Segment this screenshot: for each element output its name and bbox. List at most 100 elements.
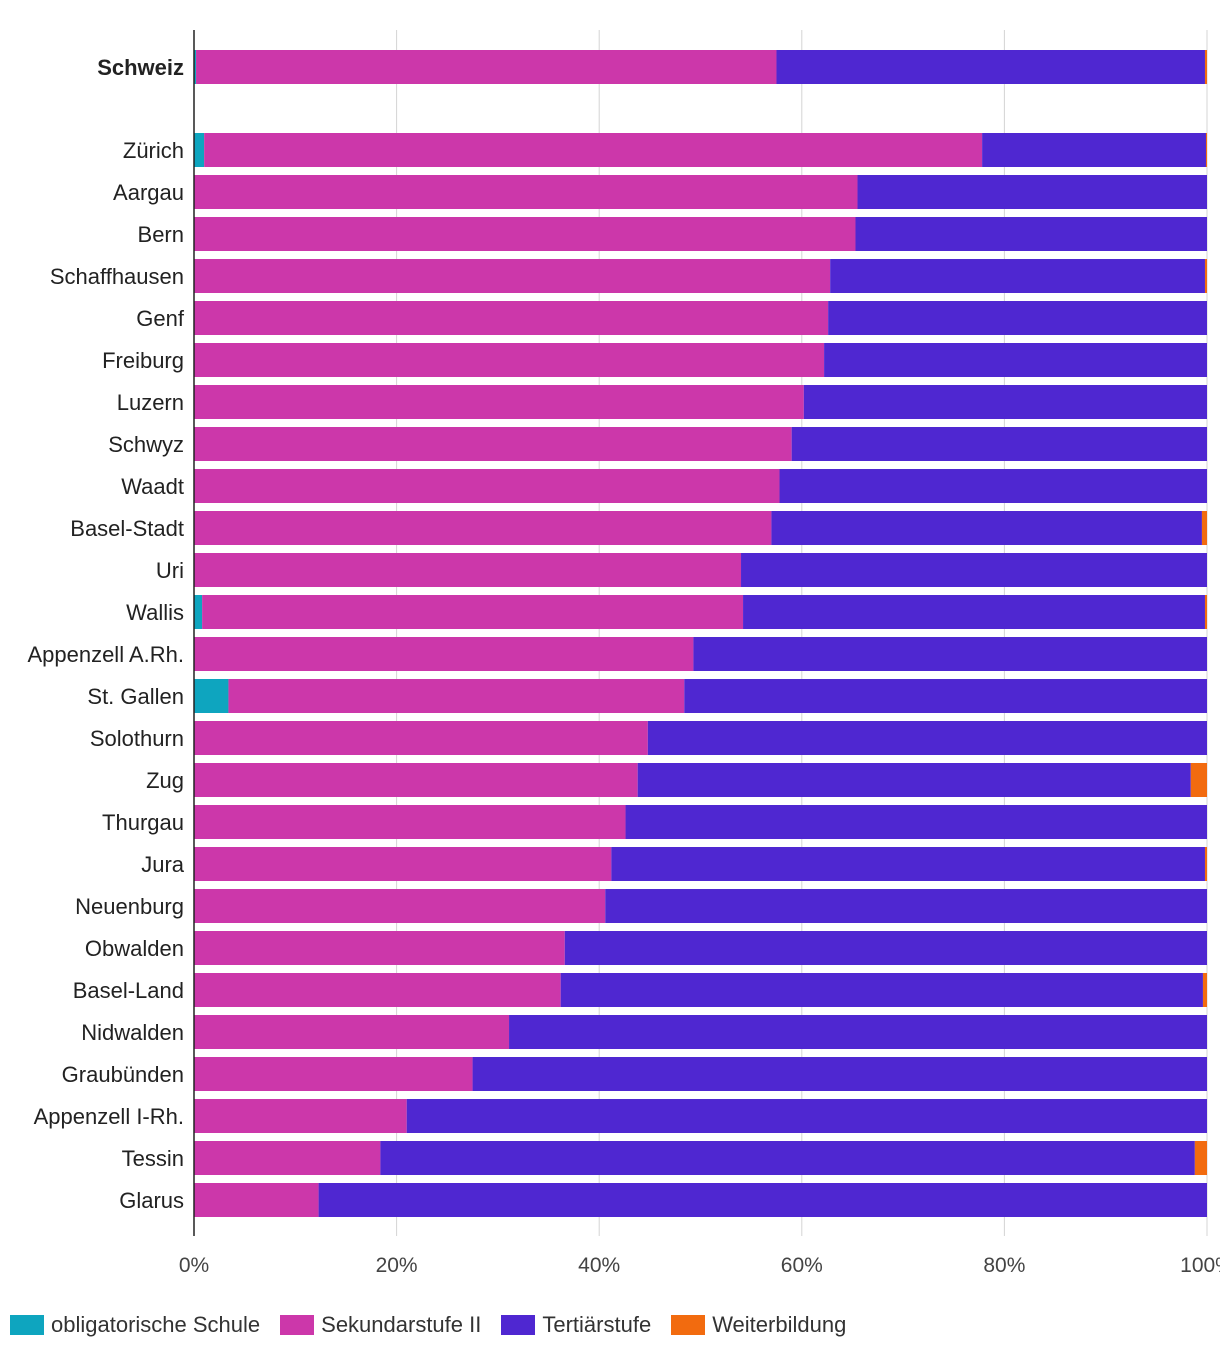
legend-label: obligatorische Schule (51, 1312, 261, 1337)
bar-segment[interactable] (509, 1015, 1208, 1049)
x-axis-ticks: 0% 20% 40% 60% 80% 100% (179, 1254, 1220, 1277)
legend-item[interactable]: Sekundarstufe II (280, 1312, 481, 1338)
bar-segment[interactable] (194, 133, 205, 167)
bar-segment[interactable] (1202, 973, 1207, 1007)
bar-segment[interactable] (194, 511, 772, 545)
category-label: Tessin (122, 1146, 184, 1171)
bar-segment[interactable] (204, 133, 983, 167)
bar-segment[interactable] (194, 259, 831, 293)
category-label: Luzern (117, 390, 184, 415)
bar-segment[interactable] (637, 763, 1191, 797)
bar-segment[interactable] (611, 847, 1205, 881)
bar-segment[interactable] (625, 805, 1207, 839)
bar-segment[interactable] (194, 1183, 319, 1217)
bar-segment[interactable] (564, 931, 1207, 965)
bar-segment[interactable] (194, 301, 829, 335)
bar-segment[interactable] (194, 385, 804, 419)
legend-item[interactable]: Weiterbildung (671, 1312, 846, 1338)
stacked-bar-chart: Schweiz Zürich Aargau Bern Schaffhausen Genf F… (27, 30, 1220, 1277)
bar-segment[interactable] (194, 847, 612, 881)
category-label: Schaffhausen (50, 264, 184, 289)
bar-segment[interactable] (803, 385, 1207, 419)
bar-segment[interactable] (828, 301, 1207, 335)
bar-segment[interactable] (194, 217, 856, 251)
bar-segment[interactable] (684, 679, 1207, 713)
bar-segment[interactable] (194, 889, 606, 923)
bar-segment[interactable] (830, 259, 1205, 293)
bar-segment[interactable] (194, 721, 648, 755)
bar-segment[interactable] (194, 469, 780, 503)
gridlines (396, 30, 1208, 1236)
bar-segment[interactable] (472, 1057, 1207, 1091)
legend: obligatorische Schule Sekundarstufe II T… (10, 1312, 866, 1338)
bar-segment[interactable] (228, 679, 685, 713)
legend-label: Tertiärstufe (542, 1312, 652, 1337)
category-label: Appenzell I-Rh. (34, 1104, 184, 1129)
bar-segment[interactable] (824, 343, 1207, 377)
bar-segment[interactable] (982, 133, 1206, 167)
bar-segment[interactable] (1205, 133, 1207, 167)
bar-segment[interactable] (194, 679, 229, 713)
bar-segment[interactable] (202, 595, 744, 629)
category-label: Wallis (126, 600, 184, 625)
category-label: Graubünden (62, 1062, 184, 1087)
legend-item[interactable]: obligatorische Schule (10, 1312, 260, 1338)
bar-segment[interactable] (194, 763, 638, 797)
bar-segment[interactable] (647, 721, 1207, 755)
bar-segment[interactable] (194, 50, 197, 84)
bar-segment[interactable] (560, 973, 1203, 1007)
bar-segment[interactable] (194, 1141, 381, 1175)
bar-segment[interactable] (776, 50, 1205, 84)
bar-segment[interactable] (1204, 595, 1207, 629)
x-tick-label: 20% (376, 1254, 418, 1277)
bar-segment[interactable] (857, 175, 1207, 209)
bar-segment[interactable] (194, 553, 742, 587)
bar-segment[interactable] (196, 50, 777, 84)
category-label: Bern (138, 222, 184, 247)
bar-segment[interactable] (1190, 763, 1207, 797)
bar-segment[interactable] (194, 931, 565, 965)
bar-segment[interactable] (194, 595, 203, 629)
bar-segment[interactable] (791, 427, 1207, 461)
x-tick-label: 80% (983, 1254, 1025, 1277)
bar-segment[interactable] (194, 175, 858, 209)
legend-swatch (280, 1315, 315, 1335)
bar-segment[interactable] (693, 637, 1207, 671)
bar-segment[interactable] (771, 511, 1202, 545)
bar-segment[interactable] (194, 1099, 407, 1133)
x-tick-label: 60% (781, 1254, 823, 1277)
bar-segment[interactable] (194, 1015, 510, 1049)
bar-segment[interactable] (1204, 50, 1207, 84)
bar-segment[interactable] (1194, 1141, 1207, 1175)
category-label: Nidwalden (81, 1020, 184, 1045)
bar-segment[interactable] (194, 637, 694, 671)
bar-segment[interactable] (406, 1099, 1208, 1133)
category-label: Aargau (113, 180, 184, 205)
category-label: Glarus (119, 1188, 184, 1213)
bar-segment[interactable] (318, 1183, 1207, 1217)
bar-segment[interactable] (1204, 259, 1207, 293)
bar-segment[interactable] (605, 889, 1207, 923)
bar-segment[interactable] (743, 595, 1205, 629)
bar-segment[interactable] (194, 973, 561, 1007)
category-label: Schwyz (108, 432, 184, 457)
bar-segment[interactable] (855, 217, 1207, 251)
bar-segment[interactable] (194, 805, 626, 839)
category-label: Schweiz (97, 55, 184, 80)
bar-segment[interactable] (194, 1057, 473, 1091)
category-label: St. Gallen (87, 684, 184, 709)
bar-segment[interactable] (1204, 847, 1207, 881)
bar-segment[interactable] (1201, 511, 1207, 545)
legend-swatch (501, 1315, 536, 1335)
legend-item[interactable]: Tertiärstufe (501, 1312, 651, 1338)
category-labels: Schweiz Zürich Aargau Bern Schaffhausen Genf F… (27, 55, 184, 1213)
bar-segment[interactable] (779, 469, 1207, 503)
bar-segment[interactable] (741, 553, 1207, 587)
bar-segment[interactable] (194, 343, 825, 377)
bar-segment[interactable] (380, 1141, 1195, 1175)
category-label: Zug (146, 768, 184, 793)
category-label: Basel-Stadt (70, 516, 184, 541)
bar-segment[interactable] (194, 427, 792, 461)
category-label: Appenzell A.Rh. (27, 642, 184, 667)
category-label: Thurgau (102, 810, 184, 835)
